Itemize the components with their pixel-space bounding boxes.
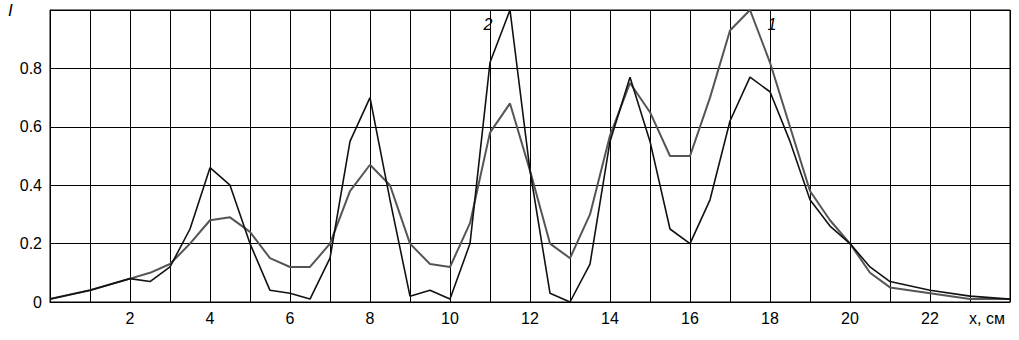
svg-text:0.8: 0.8 — [20, 60, 42, 77]
svg-text:0.2: 0.2 — [20, 235, 42, 252]
svg-text:2: 2 — [126, 310, 135, 327]
svg-text:10: 10 — [441, 310, 459, 327]
svg-text:18: 18 — [761, 310, 779, 327]
svg-text:4: 4 — [206, 310, 215, 327]
svg-text:0.6: 0.6 — [20, 118, 42, 135]
svg-text:14: 14 — [601, 310, 619, 327]
svg-text:12: 12 — [521, 310, 539, 327]
svg-text:22: 22 — [921, 310, 939, 327]
svg-text:1: 1 — [768, 16, 777, 33]
svg-text:6: 6 — [286, 310, 295, 327]
svg-text:I: I — [8, 1, 13, 20]
svg-text:8: 8 — [366, 310, 375, 327]
svg-text:0: 0 — [33, 294, 42, 311]
svg-text:20: 20 — [841, 310, 859, 327]
svg-text:x, см: x, см — [969, 310, 1005, 327]
svg-text:0.4: 0.4 — [20, 177, 42, 194]
svg-text:2: 2 — [483, 16, 493, 33]
svg-text:16: 16 — [681, 310, 699, 327]
